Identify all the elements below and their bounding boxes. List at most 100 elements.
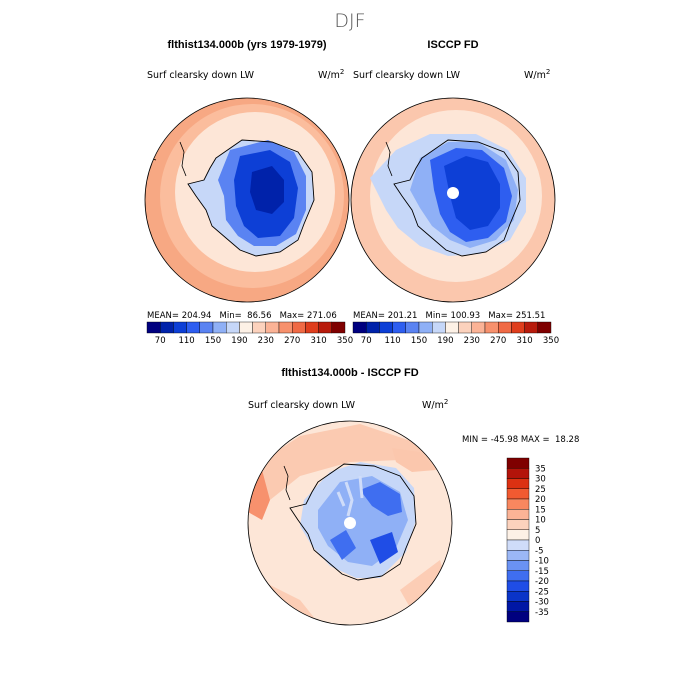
colorbar-model-tick-label: 270: [284, 336, 300, 346]
colorbar-diff-tick-label: 15: [535, 505, 546, 515]
colorbar-obs-tick-label: 190: [437, 336, 453, 346]
colorbar-obs-swatch: [471, 321, 486, 334]
colorbar-obs-swatch: [458, 321, 473, 334]
map-diff-border: [247, 420, 453, 626]
map-obs: [351, 98, 555, 302]
colorbar-diff-tick-label: 30: [535, 475, 546, 485]
colorbar-obs-tick-label: 150: [411, 336, 427, 346]
colorbar-obs-swatch: [524, 321, 538, 334]
colorbar-diff-tick-label: -15: [535, 567, 549, 577]
colorbar-model-swatch: [331, 321, 346, 334]
map-diff: [248, 421, 452, 625]
colorbar-model-swatch: [265, 321, 280, 334]
colorbar-diff-swatch: [506, 570, 530, 582]
colorbar-model-tick-label: 110: [178, 336, 194, 346]
colorbar-obs-tick-label: 310: [516, 336, 532, 346]
panel-model-variable: Surf clearsky down LW: [147, 70, 255, 81]
colorbar-obs: 70 110 150 190 230 270 310 350: [352, 321, 559, 346]
colorbar-diff-tick-label: -25: [535, 587, 549, 597]
colorbar-diff-swatch: [506, 601, 530, 612]
colorbar-obs-swatch: [366, 321, 380, 334]
colorbar-diff-swatch: [506, 498, 530, 510]
colorbar-model-tick-label: 70: [155, 336, 166, 346]
map-model-border: [144, 97, 350, 303]
colorbar-model-swatch: [278, 321, 293, 334]
colorbar-obs-swatch: [537, 321, 552, 334]
colorbar-model-tick-label: 310: [310, 336, 326, 346]
colorbar-model-swatch: [225, 321, 240, 334]
colorbar-model-swatch: [252, 321, 267, 334]
colorbar-model-swatch: [146, 321, 161, 334]
colorbar-model-swatch: [186, 321, 201, 334]
colorbar-obs-tick-label: 110: [384, 336, 400, 346]
panel-obs-stats: MEAN= 201.21 Min= 100.93 Max= 251.51: [353, 311, 545, 321]
colorbar-diff-swatch: [506, 457, 530, 469]
panel-diff-title: flthist134.000b - ISCCP FD: [281, 367, 418, 379]
colorbar-diff-swatch: [506, 468, 530, 479]
colorbar-model-tick-label: 150: [205, 336, 221, 346]
colorbar-diff-tick-label: -5: [535, 546, 543, 556]
colorbar-diff-tick-label: -20: [535, 577, 549, 587]
colorbar-obs-swatch: [484, 321, 499, 334]
colorbar-obs-tick-label: 270: [490, 336, 506, 346]
colorbar-diff-swatch: [506, 529, 530, 541]
colorbar-obs-swatch: [432, 321, 446, 334]
panel-diff-stats: MIN = -45.98 MAX = 18.28: [462, 435, 579, 445]
panel-model-title: flthist134.000b (yrs 1979-1979): [168, 39, 327, 51]
colorbar-diff-tick-label: 10: [535, 516, 546, 526]
season-title: DJF: [334, 10, 365, 32]
colorbar-obs-tick-label: 70: [361, 336, 372, 346]
colorbar-diff-swatch: [506, 488, 530, 500]
colorbar-diff-tick-label: -10: [535, 557, 549, 567]
colorbar-diff-swatch: [506, 611, 530, 623]
colorbar-obs-swatch: [392, 321, 407, 334]
colorbar-obs-swatch: [498, 321, 512, 334]
panel-diff: flthist134.000b - ISCCP FD Surf clearsky…: [247, 367, 579, 626]
colorbar-obs-tick-label: 350: [543, 336, 559, 346]
colorbar-diff-swatch: [506, 478, 530, 489]
colorbar-diff-swatch: [506, 580, 530, 592]
colorbar-diff-tick-label: 0: [535, 536, 540, 546]
colorbar-model-swatch: [318, 321, 333, 334]
colorbar-model-swatch: [159, 321, 174, 334]
colorbar-diff-tick-label: -30: [535, 598, 549, 608]
panel-model-stats: MEAN= 204.94 Min= 86.56 Max= 271.06: [147, 311, 337, 321]
colorbar-diff-tick-label: -35: [535, 608, 549, 618]
colorbar-obs-swatch: [379, 321, 393, 334]
colorbar-diff-swatch: [506, 550, 530, 561]
colorbar-model-tick-label: 350: [337, 336, 353, 346]
colorbar-model-swatch: [239, 321, 253, 334]
colorbar-diff-swatch: [506, 509, 530, 520]
map-model: [145, 98, 349, 302]
panel-obs: ISCCP FD Surf clearsky down LW W/m2 MEAN…: [350, 39, 559, 346]
map-obs-border: [350, 97, 556, 303]
colorbar-diff-tick-label: 25: [535, 485, 546, 495]
colorbar-diff-tick-label: 5: [535, 526, 540, 536]
colorbar-model: 70 110 150 190 230 270 310 350: [146, 321, 353, 346]
colorbar-obs-swatch: [418, 321, 433, 334]
colorbar-model-swatch: [292, 321, 306, 334]
colorbar-obs-swatch: [352, 321, 367, 334]
colorbar-diff-swatch: [506, 539, 530, 551]
colorbar-diff-swatch: [506, 519, 530, 530]
panel-model-units: W/m2: [318, 68, 344, 81]
colorbar-model-tick-label: 190: [231, 336, 247, 346]
colorbar-obs-swatch: [405, 321, 420, 334]
colorbar-model-swatch: [305, 321, 319, 334]
colorbar-model-swatch: [212, 321, 227, 334]
colorbar-obs-tick-label: 230: [464, 336, 480, 346]
panel-diff-units: W/m2: [422, 398, 448, 411]
colorbar-model-swatch: [199, 321, 214, 334]
colorbar-obs-swatch: [445, 321, 459, 334]
colorbar-diff-tick-label: 35: [535, 464, 546, 474]
colorbar-diff-tick-label: 20: [535, 495, 546, 505]
panel-obs-units: W/m2: [524, 68, 550, 81]
panel-obs-variable: Surf clearsky down LW: [353, 70, 461, 81]
colorbar-obs-swatch: [511, 321, 525, 334]
colorbar-model-tick-label: 230: [258, 336, 274, 346]
panel-diff-variable: Surf clearsky down LW: [248, 400, 356, 411]
panel-obs-title: ISCCP FD: [427, 39, 478, 51]
panel-model: flthist134.000b (yrs 1979-1979) Surf cle…: [144, 39, 353, 346]
